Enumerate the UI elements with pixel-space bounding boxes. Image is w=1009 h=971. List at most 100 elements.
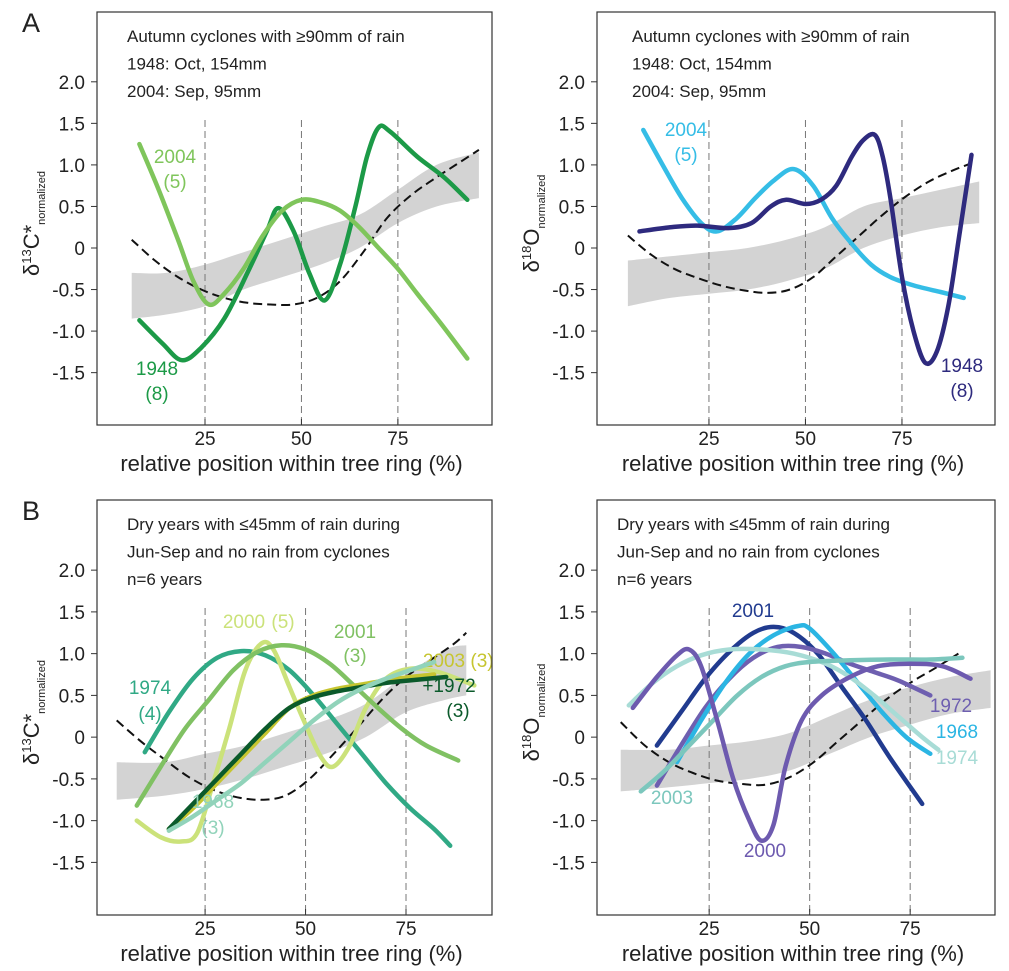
annotation: n=6 years <box>617 570 692 589</box>
annotation: 1948: Oct, 154mm <box>632 55 772 74</box>
plot-frame <box>96 499 493 916</box>
series-note: (3) <box>343 646 366 667</box>
y-label-main: C* <box>19 713 44 738</box>
y-label-main: O <box>519 228 544 245</box>
y-tick-label: -0.5 <box>52 770 85 791</box>
y-label-sup: 18 <box>519 246 534 260</box>
series-label: 1972 <box>930 696 972 717</box>
plot-frame <box>96 11 493 426</box>
y-tick-label: 1.0 <box>559 645 585 666</box>
y-label-sup: 13 <box>19 738 34 752</box>
x-tick-label: 50 <box>795 429 816 450</box>
x-tick-label: 25 <box>698 429 719 450</box>
x-tick-label: 75 <box>387 429 408 450</box>
y-tick-label: -1.0 <box>552 812 585 833</box>
y-label-main: O <box>519 717 544 734</box>
band <box>620 670 991 792</box>
x-axis-label: relative position within tree ring (%) <box>120 451 462 476</box>
y-label-sup: 18 <box>519 735 534 749</box>
series-note: (8) <box>950 381 973 402</box>
series-label: 2003 <box>651 788 693 809</box>
y-label-main: C* <box>19 224 44 249</box>
y-label-symbol: δ <box>519 749 544 761</box>
band <box>116 645 467 800</box>
x-tick-label: 75 <box>891 429 912 450</box>
data-line <box>637 131 974 367</box>
x-tick-label: 75 <box>900 919 921 940</box>
y-tick-label: -0.5 <box>552 281 585 302</box>
data-line <box>137 123 470 363</box>
x-tick-label: 25 <box>194 429 215 450</box>
band <box>131 152 479 319</box>
y-tick-label: 0.5 <box>59 686 85 707</box>
x-tick-label: 25 <box>699 919 720 940</box>
series-label: 2000 <box>744 841 786 862</box>
panel: 25 50 75 2.0 1.5 1.0 0.5 0 -0.5 -1.0 -1.5 2004 (5) 19… <box>519 11 996 476</box>
series-note: (5) <box>163 172 186 193</box>
y-label-sub: normalized <box>36 171 48 225</box>
y-tick-label: 0.5 <box>59 197 85 218</box>
panel-letter: B <box>22 496 40 526</box>
reference-line <box>131 149 480 307</box>
y-label-sub: normalized <box>536 664 548 718</box>
y-tick-label: 1.5 <box>559 603 585 624</box>
y-tick-label: 2.0 <box>559 73 585 94</box>
y-tick-label: 1.0 <box>59 156 85 177</box>
y-tick-label: -1.5 <box>552 364 585 385</box>
y-label-sub: normalized <box>36 660 48 714</box>
annotation: Jun-Sep and no rain from cyclones <box>617 543 880 562</box>
y-label-sub: normalized <box>536 175 548 229</box>
series-label: 1974 <box>936 748 979 769</box>
y-tick-label: 0 <box>74 239 85 260</box>
x-tick-label: 25 <box>195 919 216 940</box>
y-tick-label: 1.5 <box>559 114 585 135</box>
y-tick-label: -1.5 <box>552 853 585 874</box>
y-tick-label: -1.5 <box>52 853 85 874</box>
data-line <box>166 659 437 833</box>
x-axis-label: relative position within tree ring (%) <box>120 941 462 966</box>
annotation: Dry years with ≤45mm of rain during <box>617 515 890 534</box>
data-line <box>137 141 470 361</box>
y-label-symbol: δ <box>519 260 544 272</box>
series-label: 1968 <box>192 792 234 813</box>
reference-line <box>620 652 959 787</box>
series-label: 2000 <box>223 612 265 633</box>
annotation: n=6 years <box>127 570 202 589</box>
series-label: 2001 <box>732 601 774 622</box>
x-axis-label: relative position within tree ring (%) <box>622 941 964 966</box>
series-label: 1948 <box>941 356 983 377</box>
y-label-sup: 13 <box>19 249 34 263</box>
y-tick-label: 0.5 <box>559 686 585 707</box>
annotation: 2004: Sep, 95mm <box>127 82 261 101</box>
y-label-symbol: δ <box>19 264 44 276</box>
annotation: Jun-Sep and no rain from cyclones <box>127 543 390 562</box>
y-tick-label: 2.0 <box>59 73 85 94</box>
y-axis-label: δ13C*normalized <box>19 660 48 765</box>
x-axis-label: relative position within tree ring (%) <box>622 451 964 476</box>
panel-letter: A <box>22 8 40 38</box>
annotation: 1948: Oct, 154mm <box>127 55 267 74</box>
series-label: 1974 <box>129 678 172 699</box>
annotation: Autumn cyclones with ≥90mm of rain <box>632 27 910 46</box>
series-note: (4) <box>138 704 161 725</box>
x-tick-label: 50 <box>295 919 316 940</box>
series-note: (3) <box>470 651 493 672</box>
series-note: (3) <box>446 701 469 722</box>
x-tick-label: 75 <box>395 919 416 940</box>
data-line <box>142 648 453 848</box>
y-tick-label: 1.0 <box>559 156 585 177</box>
plot-frame <box>596 499 996 916</box>
y-tick-label: -1.0 <box>552 322 585 343</box>
y-tick-label: 1.0 <box>59 645 85 666</box>
series-label: 2001 <box>334 622 376 643</box>
y-tick-label: 0 <box>74 728 85 749</box>
panel: B 25 50 75 2.0 1.5 1.0 0.5 0 -0.5 -1.0 -1.5 1974 (4) 2… <box>19 496 494 966</box>
y-tick-label: 2.0 <box>559 561 585 582</box>
annotation: Dry years with ≤45mm of rain during <box>127 515 400 534</box>
annotation: Autumn cyclones with ≥90mm of rain <box>127 27 405 46</box>
x-tick-label: 50 <box>291 429 312 450</box>
y-tick-label: -1.5 <box>52 364 85 385</box>
y-tick-label: -1.0 <box>52 322 85 343</box>
data-line <box>654 643 933 788</box>
